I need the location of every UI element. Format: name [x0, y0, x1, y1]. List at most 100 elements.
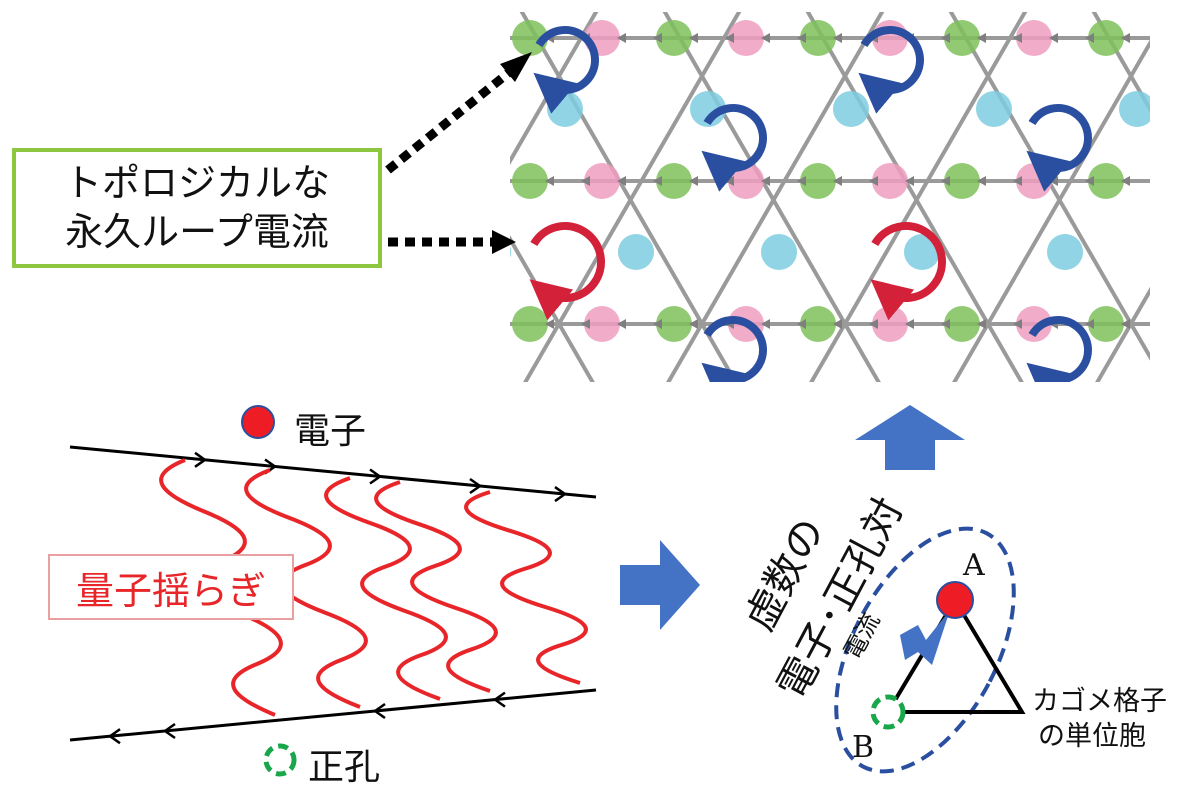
topological-loop-current-label: トポロジカルな 永久ループ電流 [12, 148, 382, 268]
lattice-arrowhead [761, 319, 770, 329]
hole-line-arrow [162, 722, 176, 739]
lattice-arrowhead [761, 33, 770, 43]
hole-line-arrow [492, 691, 506, 708]
lattice-arrowhead [941, 33, 950, 43]
lattice-arrowhead [941, 176, 950, 186]
lattice-arrowhead [1013, 319, 1022, 329]
lattice-site [584, 163, 620, 199]
loop-current-icon [870, 222, 946, 321]
quantum-fluctuation-label: 量子揺らぎ [75, 568, 266, 613]
lattice-arrowhead [761, 176, 770, 186]
lattice-site [904, 234, 940, 270]
lattice-arrowhead [1013, 176, 1022, 186]
lattice-arrowhead [797, 33, 806, 43]
electron-label: 電子 [294, 411, 367, 452]
lattice-arrowhead [1085, 319, 1094, 329]
lattice-arrowhead [797, 176, 806, 186]
loop-current-icon [858, 26, 924, 114]
lattice-site [618, 234, 654, 270]
lattice-site [944, 20, 980, 56]
lattice-site [800, 20, 836, 56]
kagome-unit-cell [834, 526, 1026, 774]
lattice-arrowhead [1157, 319, 1166, 329]
lattice-arrowhead [977, 176, 986, 186]
up-block-arrow [855, 405, 965, 470]
lattice-arrowhead [725, 33, 734, 43]
lattice-site [1119, 91, 1150, 127]
loop-current-icon [1026, 316, 1092, 382]
pointer-arrowhead-lower [492, 230, 516, 254]
lattice-arrowhead [617, 319, 626, 329]
lattice-arrowhead [869, 319, 878, 329]
lattice-arrowhead [689, 33, 698, 43]
lattice-arrowhead [1049, 33, 1058, 43]
lattice-arrowhead [689, 176, 698, 186]
lattice-site [1088, 20, 1124, 56]
fluctuation-wiggle [374, 480, 498, 693]
lattice-site [584, 306, 620, 342]
site-a-electron [936, 581, 974, 619]
loop-current-icon [533, 26, 599, 114]
lattice-site [1016, 306, 1052, 342]
lattice-arrowhead [581, 319, 590, 329]
lattice-site [1160, 20, 1180, 56]
hole-label: 正孔 [308, 747, 381, 788]
lattice-site [761, 234, 797, 270]
hole-line-arrow [107, 728, 121, 745]
electron-line-arrow [369, 468, 383, 485]
lattice-arrowhead [1157, 176, 1166, 186]
lattice-arrowhead [869, 176, 878, 186]
lattice-site [1088, 306, 1124, 342]
lattice-diagonal-line [952, 39, 1150, 382]
lattice-arrowhead [653, 33, 662, 43]
site-b-hole [870, 694, 906, 730]
lattice-site [510, 246, 511, 258]
loop-current-icon [1026, 104, 1092, 192]
lattice-site [1160, 163, 1180, 199]
hole-icon [263, 743, 297, 777]
lattice-arrowhead [977, 33, 986, 43]
loop-current-icon [701, 316, 767, 382]
topological-label-line2: 永久ループ電流 [65, 210, 329, 254]
lattice-site [1047, 234, 1083, 270]
loop-currents [529, 26, 1092, 382]
lattice-site [656, 306, 692, 342]
lattice-site [872, 163, 908, 199]
lattice-arrowhead [833, 33, 842, 43]
current-arrow [900, 610, 950, 665]
kagome-label-line1: カゴメ格子 [1032, 686, 1167, 717]
lattice-arrowhead [545, 176, 554, 186]
lattice-diagonal-line [523, 12, 742, 382]
lattice-site [976, 91, 1012, 127]
quantum-fluctuation-box: 量子揺らぎ [48, 554, 294, 620]
unit-cell-triangle [884, 598, 1026, 714]
pointer-arrowhead-upper [500, 52, 532, 82]
lattice-arrowhead [905, 176, 914, 186]
lattice-arrowhead [905, 319, 914, 329]
lattice-arrowhead [545, 319, 554, 329]
lattice-site [800, 306, 836, 342]
lattice-site [833, 91, 869, 127]
topological-label-line1: トポロジカルな [63, 161, 330, 206]
lattice-arrowhead [1121, 176, 1130, 186]
hole-line-arrow [372, 702, 386, 720]
right-block-arrow [620, 540, 700, 630]
lattice-site [512, 163, 548, 199]
quantum-fluctuation-wiggles [159, 458, 588, 717]
lattice-site [656, 20, 692, 56]
loop-current-icon [529, 222, 605, 321]
lattice-site [690, 91, 726, 127]
lattice-arrowhead [1157, 33, 1166, 43]
lattice-diagonal-line [1091, 12, 1150, 114]
site-a-label: A [963, 548, 985, 583]
lattice-site [1160, 306, 1180, 342]
kagome-unit-cell-label: カゴメ格子 の単位胞 [1032, 684, 1167, 754]
lattice-site [547, 91, 583, 127]
lattice-arrowhead [977, 319, 986, 329]
lattice-arrowhead [617, 176, 626, 186]
lattice-site [944, 306, 980, 342]
lattice-arrowhead [653, 319, 662, 329]
lattice-arrowhead [689, 319, 698, 329]
lattice-site [512, 306, 548, 342]
lattice-arrowhead [617, 33, 626, 43]
